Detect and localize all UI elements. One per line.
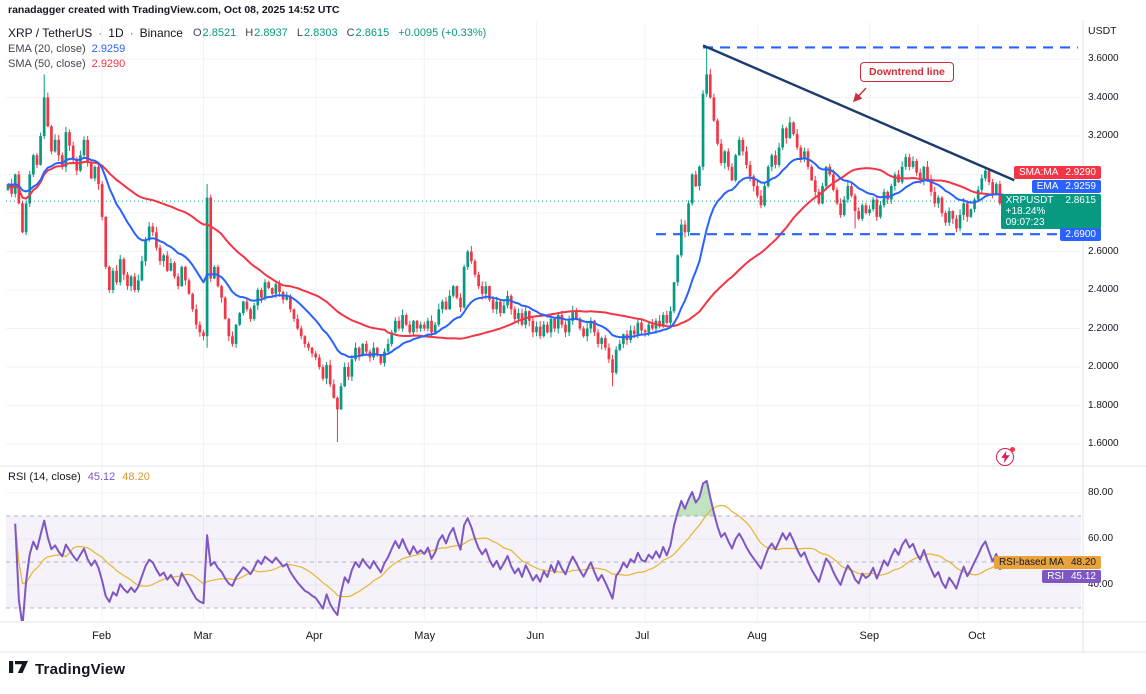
open-value: 2.8521 bbox=[202, 27, 237, 39]
price-axis-label: 2.6000 bbox=[1088, 245, 1119, 257]
time-axis-label: Jun bbox=[526, 630, 545, 642]
rsi-legend-label[interactable]: RSI (14, close) bbox=[8, 471, 81, 483]
footer: TradingView bbox=[8, 658, 125, 681]
price-axis-label: 1.8000 bbox=[1088, 399, 1119, 411]
legend-separator: · bbox=[129, 26, 134, 40]
symbol-badge-countdown: 09:07:23 bbox=[1005, 217, 1045, 228]
open-label: O bbox=[192, 27, 202, 39]
close-value: 2.8615 bbox=[355, 27, 390, 39]
legend-separator: · bbox=[98, 26, 103, 40]
price-axis-label: 1.6000 bbox=[1088, 438, 1119, 449]
support-price-badge: 2.6900 bbox=[1060, 228, 1101, 241]
change-value: +0.0095 (+0.33%) bbox=[398, 27, 487, 39]
ema-badge-value: 2.9259 bbox=[1065, 181, 1096, 192]
price-axis-label: 2.2000 bbox=[1088, 322, 1119, 334]
exchange-label[interactable]: Binance bbox=[139, 26, 183, 40]
symbol-badge-label: XRPUSDT bbox=[1005, 195, 1054, 206]
rsi-ma-legend-value: 48.20 bbox=[122, 471, 150, 483]
high-label: H bbox=[245, 27, 254, 39]
downtrend-annotation[interactable]: Downtrend line bbox=[860, 62, 954, 82]
ohlc-values: O 2.8521 H 2.8937 L 2.8303 C 2.8615 +0.0095 … bbox=[193, 27, 486, 39]
time-axis-label: May bbox=[414, 630, 436, 642]
attribution-text: ranadagger created with TradingView.com,… bbox=[8, 4, 340, 16]
time-axis-label: Mar bbox=[193, 630, 213, 642]
time-axis-label: Apr bbox=[305, 630, 323, 642]
lightning-bolt-icon bbox=[1000, 451, 1010, 463]
high-value: 2.8937 bbox=[254, 27, 288, 39]
symbol-title[interactable]: XRP / TetherUS bbox=[8, 26, 93, 40]
rsi-legend-value: 45.12 bbox=[87, 471, 116, 483]
lightning-icon[interactable] bbox=[996, 447, 1015, 466]
sma-badge-value: 2.9290 bbox=[1065, 167, 1096, 178]
ema-badge-label: EMA bbox=[1036, 181, 1059, 192]
symbol-price-badge: XRPUSDT 2.8615 +18.24% 09:07:23 bbox=[1000, 194, 1101, 229]
price-axis[interactable]: 3.6000 3.4000 3.2000 2.6000 2.4000 2.2000 2.00… bbox=[1083, 0, 1146, 652]
low-label: L bbox=[296, 27, 303, 39]
brand-name[interactable]: TradingView bbox=[35, 661, 126, 678]
notification-dot bbox=[1010, 447, 1015, 452]
rsi-ma-badge: RSI-based MA 48.20 bbox=[993, 556, 1101, 569]
rsi-ma-badge-value: 48.20 bbox=[1070, 557, 1096, 568]
sma-legend-value: 2.9290 bbox=[91, 58, 126, 70]
ema-legend: EMA (20, close) 2.9259 bbox=[8, 43, 125, 55]
rsi-axis-label: 80.00 bbox=[1088, 487, 1114, 498]
price-axis-label: 2.0000 bbox=[1088, 361, 1119, 372]
symbol-badge-price: 2.8615 bbox=[1065, 195, 1096, 206]
price-axis-label: 2.4000 bbox=[1088, 284, 1119, 295]
rsi-badge-label: RSI bbox=[1047, 571, 1064, 582]
low-value: 2.8303 bbox=[303, 27, 338, 39]
sma-legend-label[interactable]: SMA (50, close) bbox=[8, 58, 86, 70]
symbol-badge-change: +18.24% bbox=[1005, 206, 1046, 217]
rsi-badge: RSI 45.12 bbox=[1042, 570, 1101, 583]
price-axis-label: 3.4000 bbox=[1088, 91, 1119, 103]
ema-legend-label[interactable]: EMA (20, close) bbox=[8, 43, 86, 55]
rsi-axis-label: 40.00 bbox=[1088, 579, 1114, 590]
time-axis-label: Sep bbox=[859, 630, 880, 642]
currency-label: USDT bbox=[1088, 25, 1117, 37]
rsi-axis-label: 60.00 bbox=[1088, 533, 1114, 544]
sma-price-badge: SMA:MA 2.9290 bbox=[1013, 166, 1101, 179]
support-badge-value: 2.6900 bbox=[1065, 229, 1096, 240]
time-axis-label: Feb bbox=[92, 630, 112, 642]
time-axis[interactable]: Feb Mar Apr May Jun Jul Aug Sep Oct bbox=[0, 622, 1083, 652]
ema-legend-value: 2.9259 bbox=[91, 43, 126, 55]
time-axis-label: Jul bbox=[635, 630, 650, 642]
time-axis-label: Aug bbox=[747, 630, 767, 642]
price-axis-label: 3.6000 bbox=[1088, 53, 1119, 64]
time-axis-label: Oct bbox=[968, 630, 986, 642]
tradingview-logo-icon[interactable] bbox=[8, 658, 29, 681]
sma-legend: SMA (50, close) 2.9290 bbox=[8, 58, 125, 70]
rsi-legend: RSI (14, close) 45.12 48.20 bbox=[8, 471, 150, 483]
rsi-badge-value: 45.12 bbox=[1070, 571, 1096, 582]
rsi-ma-badge-label: RSI-based MA bbox=[998, 557, 1064, 568]
interval-label[interactable]: 1D bbox=[108, 26, 124, 40]
price-axis-label: 3.2000 bbox=[1088, 130, 1119, 141]
close-label: C bbox=[346, 27, 355, 39]
ema-price-badge: EMA 2.9259 bbox=[1031, 180, 1101, 193]
sma-badge-label: SMA:MA bbox=[1018, 167, 1059, 178]
